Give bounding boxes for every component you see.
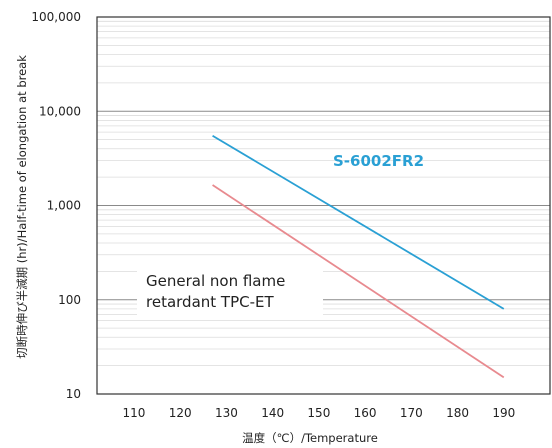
x-tick-label: 150 [307,406,330,420]
x-tick-label: 110 [123,406,146,420]
x-tick-label: 180 [446,406,469,420]
annotation-s6002fr2: S-6002FR2 [333,152,424,170]
x-tick-label: 140 [261,406,284,420]
series-lines [212,134,505,379]
series-line-s6002fr2 [212,134,505,310]
x-tick-label: 160 [354,406,377,420]
annotation-background [137,264,323,316]
annotation-general-line1: General non flame [146,272,285,290]
y-tick-label: 100,000 [31,10,81,24]
x-tick-label: 170 [400,406,423,420]
plot-frame [96,16,551,395]
y-tick-label: 1,000 [47,199,81,213]
annotation-general-line2: retardant TPC-ET [146,293,274,311]
x-tick-labels: 110 120 130 140 150 160 170 180 190 [123,406,516,420]
y-tick-label: 10,000 [39,104,81,118]
y-tick-label: 10 [66,387,81,401]
y-tick-labels: 10 100 1,000 10,000 100,000 [31,10,81,401]
y-axis-label: 切断時伸び半減期 (hr)/Half-time of elongation at… [15,55,29,359]
x-tick-label: 120 [169,406,192,420]
y-tick-label: 100 [58,293,81,307]
x-tick-label: 130 [215,406,238,420]
x-tick-label: 190 [492,406,515,420]
x-axis-label: 温度（℃）/Temperature [242,431,378,445]
series-line-general-tpc-et [212,184,505,379]
